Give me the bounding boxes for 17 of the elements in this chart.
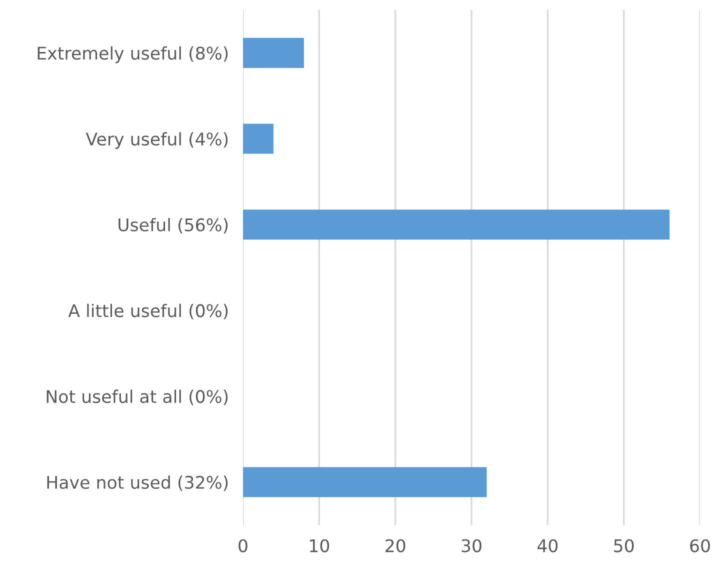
x-tick-label: 30: [462, 539, 482, 552]
bar: [243, 124, 274, 154]
x-tick-label: 20: [386, 539, 406, 552]
y-tick-label: Useful (56%): [118, 218, 228, 234]
y-tick-label: Have not used (32%): [47, 475, 228, 491]
y-tick-label: Not useful at all (0%): [46, 390, 228, 406]
y-tick-label: Extremely useful (8%): [38, 46, 228, 64]
y-tick-label: A little useful (0%): [68, 304, 228, 320]
bar: [243, 210, 670, 240]
bar: [243, 38, 304, 68]
y-tick-label: Very useful (4%): [86, 132, 228, 149]
bar: [243, 467, 487, 498]
x-tick-label: 50: [614, 539, 634, 552]
x-tick-label: 60: [690, 539, 710, 552]
x-tick-label: 10: [310, 539, 330, 552]
x-tick-label: 40: [537, 539, 558, 552]
x-tick-label: 0: [238, 539, 248, 552]
